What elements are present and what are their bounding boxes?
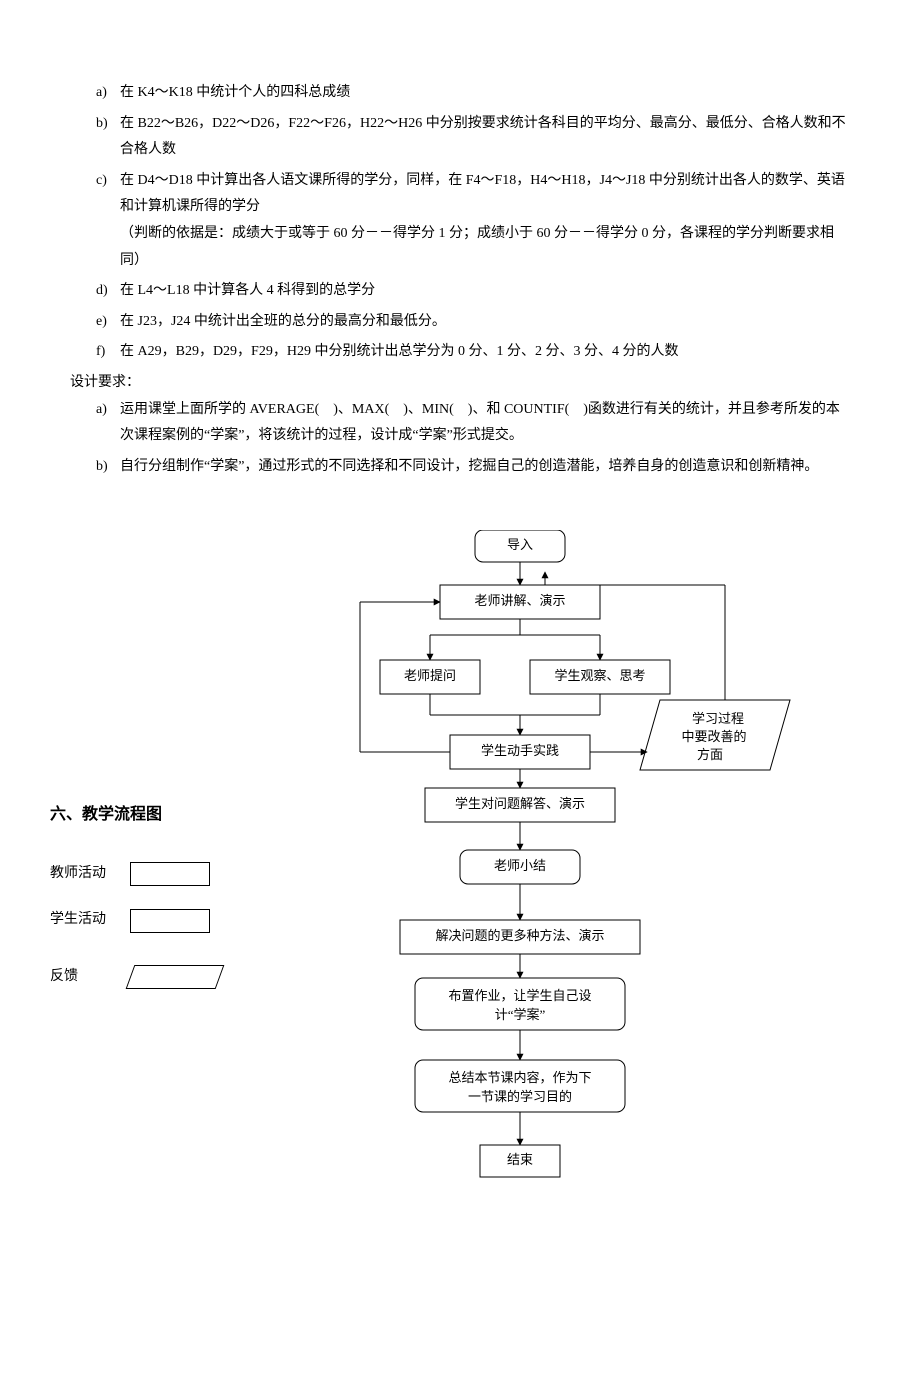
node-observe: 学生观察、思考 [554, 668, 645, 683]
marker: c) [90, 168, 120, 274]
node-intro: 导入 [507, 537, 533, 552]
side-l2: 中要改善的 [681, 729, 746, 744]
node-hw-l2: 计“学案” [495, 1007, 546, 1022]
marker: a) [90, 397, 120, 450]
list-item-f: f) 在 A29，B29，D29，F29，H29 中分别统计出总学分为 0 分、… [90, 339, 850, 366]
design-item-a: a) 运用课堂上面所学的 AVERAGE( )、MAX( )、MIN( )、和 … [90, 397, 850, 450]
side-l3: 方面 [697, 747, 723, 762]
flowchart-svg: 导入 老师讲解、演示 老师提问 学生观察、思考 学生动手实践 学习过程 中要改善… [300, 530, 840, 1290]
marker: b) [90, 454, 120, 481]
side-l1: 学习过程 [692, 711, 744, 726]
legend-label: 反馈 [50, 964, 120, 991]
list-item-d: d) 在 L4～L18 中计算各人 4 科得到的总学分 [90, 278, 850, 305]
item-text: 在 L4～L18 中计算各人 4 科得到的总学分 [120, 278, 850, 305]
node-final-l1: 总结本节课内容，作为下 [448, 1070, 591, 1085]
rect-icon [130, 909, 210, 933]
rect-icon [130, 862, 210, 886]
item-c-note: （判断的依据是：成绩大于或等于 60 分－－得学分 1 分；成绩小于 60 分－… [120, 226, 834, 268]
marker: e) [90, 309, 120, 336]
node-question: 老师提问 [404, 668, 456, 683]
node-summary: 老师小结 [494, 858, 546, 873]
item-text: 在 K4～K18 中统计个人的四科总成绩 [120, 80, 850, 107]
flowchart-area: 六、教学流程图 教师活动 学生活动 反馈 导入 老师讲解、演示 [70, 530, 850, 1290]
design-item-b: b) 自行分组制作“学案”，通过形式的不同选择和不同设计，挖掘自己的创造潜能，培… [90, 454, 850, 481]
legend-label: 学生活动 [50, 907, 120, 934]
marker: f) [90, 339, 120, 366]
node-answer: 学生对问题解答、演示 [455, 796, 585, 811]
list-item-a: a) 在 K4～K18 中统计个人的四科总成绩 [90, 80, 850, 107]
item-c-main: 在 D4～D18 中计算出各人语文课所得的学分，同样，在 F4～F18，H4～H… [120, 173, 845, 215]
item-text: 在 D4～D18 中计算出各人语文课所得的学分，同样，在 F4～F18，H4～H… [120, 168, 850, 274]
ordered-list: a) 在 K4～K18 中统计个人的四科总成绩 b) 在 B22～B26，D22… [70, 80, 850, 366]
node-teach: 老师讲解、演示 [474, 593, 565, 608]
node-hw-l1: 布置作业，让学生自己设 [448, 988, 591, 1003]
item-text: 运用课堂上面所学的 AVERAGE( )、MAX( )、MIN( )、和 COU… [120, 397, 850, 450]
design-list: a) 运用课堂上面所学的 AVERAGE( )、MAX( )、MIN( )、和 … [70, 397, 850, 481]
legend-label: 教师活动 [50, 861, 120, 888]
legend-column: 六、教学流程图 教师活动 学生活动 反馈 [50, 790, 260, 1010]
marker: a) [90, 80, 120, 107]
legend-feedback: 反馈 [50, 964, 260, 991]
item-text: 在 J23，J24 中统计出全班的总分的最高分和最低分。 [120, 309, 850, 336]
node-final-l2: 一节课的学习目的 [468, 1089, 572, 1104]
list-item-c: c) 在 D4～D18 中计算出各人语文课所得的学分，同样，在 F4～F18，H… [90, 168, 850, 274]
item-text: 在 A29，B29，D29，F29，H29 中分别统计出总学分为 0 分、1 分… [120, 339, 850, 366]
node-end: 结束 [507, 1152, 533, 1167]
marker: d) [90, 278, 120, 305]
marker: b) [90, 111, 120, 164]
parallelogram-icon [126, 965, 225, 989]
item-text: 自行分组制作“学案”，通过形式的不同选择和不同设计，挖掘自己的创造潜能，培养自身… [120, 454, 850, 481]
section-title: 六、教学流程图 [50, 800, 260, 830]
node-more-methods: 解决问题的更多种方法、演示 [435, 928, 604, 943]
legend-student: 学生活动 [50, 907, 260, 934]
list-item-e: e) 在 J23，J24 中统计出全班的总分的最高分和最低分。 [90, 309, 850, 336]
design-requirements-label: 设计要求： [70, 370, 850, 397]
item-text: 在 B22～B26，D22～D26，F22～F26，H22～H26 中分别按要求… [120, 111, 850, 164]
list-item-b: b) 在 B22～B26，D22～D26，F22～F26，H22～H26 中分别… [90, 111, 850, 164]
legend-teacher: 教师活动 [50, 861, 260, 888]
node-practice: 学生动手实践 [481, 743, 559, 758]
